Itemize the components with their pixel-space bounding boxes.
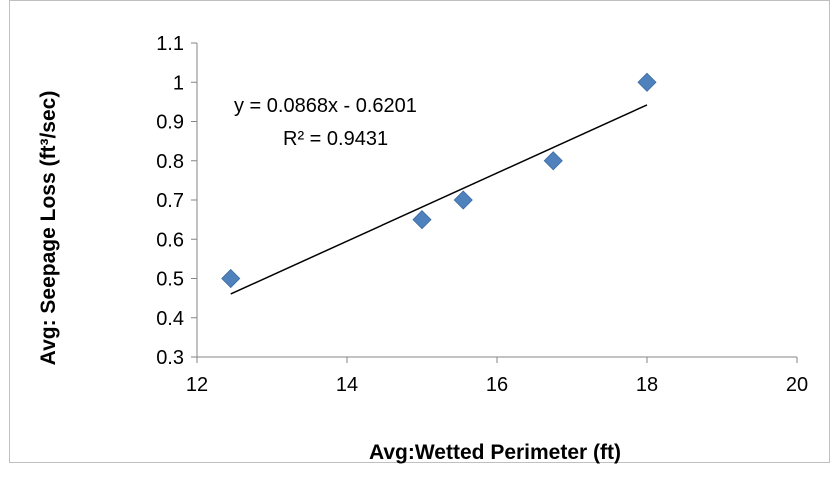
y-tick-label: 0.3 [156,347,184,369]
y-tick-labels: 0.3 0.4 0.5 0.6 0.7 0.8 0.9 1 1.1 [156,33,184,369]
trendline-r-squared: R² = 0.9431 [283,128,388,150]
y-tick-label: 0.9 [156,112,184,134]
axes [191,42,798,363]
trendline-equation: y = 0.0868x - 0.6201 [234,95,417,117]
y-tick-label: 0.4 [156,308,184,330]
y-tick-label: 0.7 [156,190,184,212]
x-tick-label: 12 [186,374,208,396]
y-tick-label: 0.5 [156,269,184,291]
data-point [412,210,432,230]
y-axis-title: Avg: Seepage Loss (ft³/sec) [37,91,60,366]
y-tick-label: 0.6 [156,229,184,251]
y-tick-label: 1.1 [156,33,184,55]
x-tick-labels: 12 14 16 18 20 [186,374,808,396]
x-tick-label: 16 [486,374,508,396]
trendline-group [230,104,648,295]
data-point [453,190,473,210]
chart-border [9,0,830,463]
data-point [637,72,657,92]
data-points [221,72,657,289]
data-point [221,268,241,289]
x-tick-label: 20 [786,374,808,396]
x-tick-label: 18 [636,374,658,396]
y-tick-label: 0.8 [156,151,184,173]
x-tick-label: 14 [336,374,358,396]
trendline [230,104,648,295]
y-tick-label: 1 [173,72,184,94]
data-point [543,151,563,171]
x-axis-title: Avg:Wetted Perimeter (ft) [369,441,621,464]
